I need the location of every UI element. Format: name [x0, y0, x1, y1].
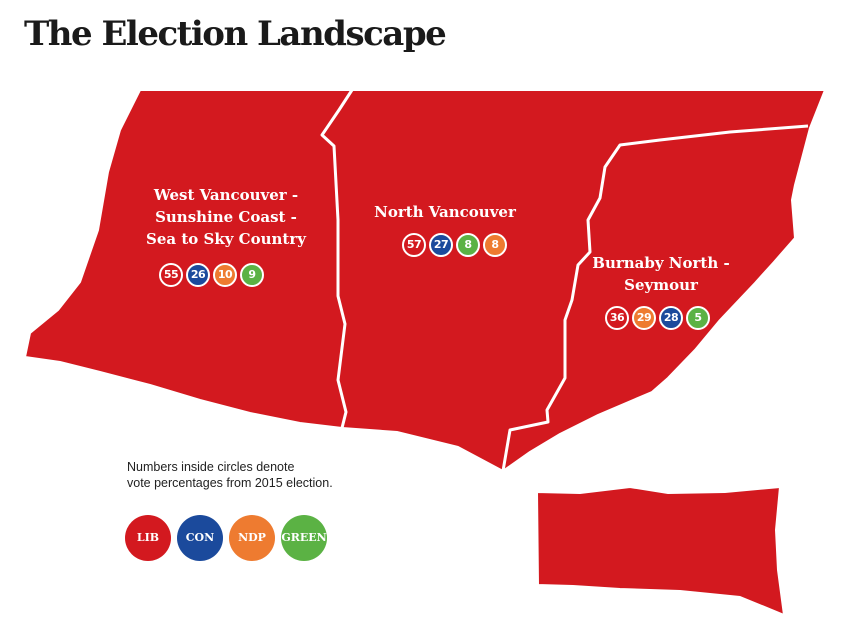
district-name-line: West Vancouver -: [153, 186, 299, 204]
district-name-line: Seymour: [624, 276, 698, 294]
legend-ndp: NDP: [229, 515, 275, 561]
district-name-line: Sea to Sky Country: [146, 230, 306, 248]
legend-note: Numbers inside circles denote vote perce…: [127, 459, 333, 491]
district-label-burnaby-north-seymour: Burnaby North - Seymour: [586, 252, 736, 296]
vote-circle: 36: [605, 306, 629, 330]
district-shape-island: [536, 486, 785, 616]
results-north-vancouver: 57 27 8 8: [402, 233, 507, 257]
vote-circle: 27: [429, 233, 453, 257]
district-name-line: North Vancouver: [374, 203, 516, 221]
vote-circle: 29: [632, 306, 656, 330]
legend-con: CON: [177, 515, 223, 561]
district-border-east: [501, 124, 809, 472]
legend-green: GREEN: [281, 515, 327, 561]
vote-circle: 8: [483, 233, 507, 257]
district-name-line: Burnaby North -: [592, 254, 730, 272]
vote-circle: 26: [186, 263, 210, 287]
legend-note-line: vote percentages from 2015 election.: [127, 476, 333, 490]
vote-circle: 10: [213, 263, 237, 287]
district-border-west: [320, 89, 354, 429]
district-label-west-vancouver: West Vancouver - Sunshine Coast - Sea to…: [131, 184, 321, 250]
results-burnaby-north-seymour: 36 29 28 5: [605, 306, 710, 330]
vote-circle: 9: [240, 263, 264, 287]
vote-circle: 57: [402, 233, 426, 257]
district-shape-mainland: [24, 89, 826, 472]
vote-circle: 55: [159, 263, 183, 287]
district-label-north-vancouver: North Vancouver: [370, 201, 520, 223]
results-west-vancouver: 55 26 10 9: [159, 263, 264, 287]
legend-lib: LIB: [125, 515, 171, 561]
vote-circle: 5: [686, 306, 710, 330]
vote-circle: 8: [456, 233, 480, 257]
page-title: The Election Landscape: [24, 14, 447, 54]
district-name-line: Sunshine Coast -: [155, 208, 297, 226]
party-legend: LIB CON NDP GREEN: [125, 515, 327, 561]
vote-circle: 28: [659, 306, 683, 330]
legend-note-line: Numbers inside circles denote: [127, 460, 295, 474]
